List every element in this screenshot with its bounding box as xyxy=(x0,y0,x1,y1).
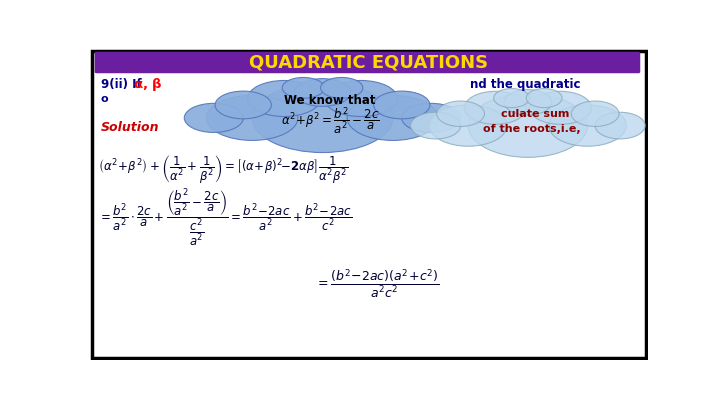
Ellipse shape xyxy=(494,89,529,108)
Ellipse shape xyxy=(282,77,325,98)
Ellipse shape xyxy=(571,101,619,126)
Ellipse shape xyxy=(184,103,243,132)
Ellipse shape xyxy=(215,91,271,119)
Text: $\left(\alpha^2\!+\!\beta^2\right) + \left(\dfrac{1}{\alpha^2} + \dfrac{1}{\beta: $\left(\alpha^2\!+\!\beta^2\right) + \le… xyxy=(98,153,348,185)
Ellipse shape xyxy=(595,112,645,139)
Ellipse shape xyxy=(347,96,438,141)
Text: culate sum: culate sum xyxy=(501,109,570,119)
Ellipse shape xyxy=(549,105,626,146)
Ellipse shape xyxy=(529,91,591,124)
Text: nd the quadratic: nd the quadratic xyxy=(469,78,580,91)
Ellipse shape xyxy=(248,81,320,117)
Ellipse shape xyxy=(526,89,562,108)
Text: $\mathbf{\alpha}$, $\mathbf{\beta}$: $\mathbf{\alpha}$, $\mathbf{\beta}$ xyxy=(133,76,163,93)
Ellipse shape xyxy=(374,91,430,119)
Ellipse shape xyxy=(207,96,298,141)
Ellipse shape xyxy=(294,79,351,107)
Ellipse shape xyxy=(324,81,397,117)
Text: $= \dfrac{(b^2\!-\!2ac)(a^2\!+\!c^2)}{a^2c^2}$: $= \dfrac{(b^2\!-\!2ac)(a^2\!+\!c^2)}{a^… xyxy=(315,267,439,300)
Text: of the roots,i.e,: of the roots,i.e, xyxy=(483,124,580,134)
Text: o: o xyxy=(101,94,109,104)
Text: 9(ii) If: 9(ii) If xyxy=(101,78,145,91)
Text: We know that: We know that xyxy=(284,94,376,107)
Text: $= \dfrac{b^2}{a^2} \cdot \dfrac{2c}{a} + \dfrac{\left(\dfrac{b^2}{a^2} - \dfrac: $= \dfrac{b^2}{a^2} \cdot \dfrac{2c}{a} … xyxy=(98,188,352,249)
Text: Solution: Solution xyxy=(101,121,159,134)
Ellipse shape xyxy=(429,105,507,146)
Ellipse shape xyxy=(504,90,552,115)
Ellipse shape xyxy=(402,103,461,132)
Ellipse shape xyxy=(437,101,485,126)
Text: $\alpha^2\!+\!\beta^2 = \dfrac{b^2}{a^2} - \dfrac{2c}{a}$: $\alpha^2\!+\!\beta^2 = \dfrac{b^2}{a^2}… xyxy=(281,106,379,137)
Ellipse shape xyxy=(468,94,588,158)
Ellipse shape xyxy=(320,77,363,98)
Ellipse shape xyxy=(252,83,393,153)
Ellipse shape xyxy=(410,112,461,139)
Ellipse shape xyxy=(464,91,526,124)
FancyBboxPatch shape xyxy=(94,52,640,73)
Text: QUADRATIC EQUATIONS: QUADRATIC EQUATIONS xyxy=(249,53,489,71)
